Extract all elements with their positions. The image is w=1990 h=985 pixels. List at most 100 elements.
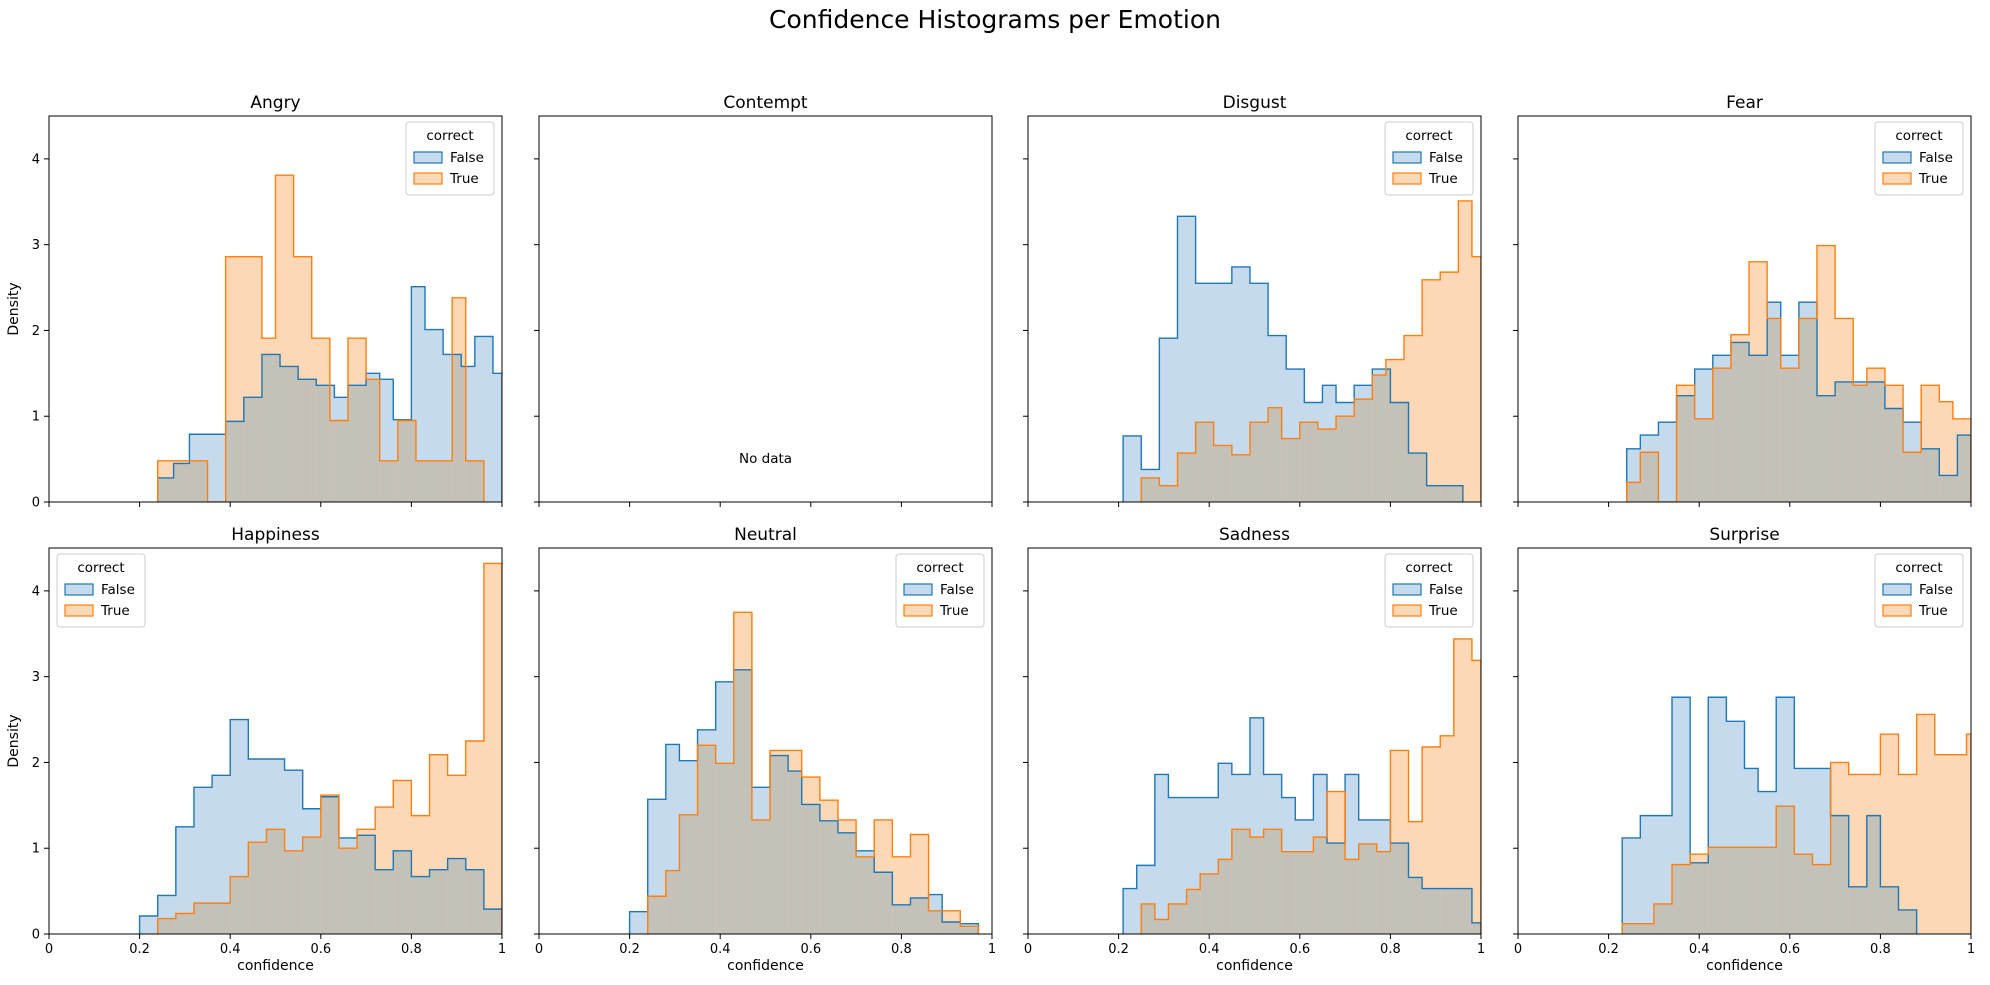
hist-overlap: [465, 869, 484, 934]
y-tick-label: 4: [32, 584, 40, 599]
legend-label-true: True: [100, 603, 130, 619]
panel-title: Neutral: [734, 525, 797, 545]
legend-label-false: False: [940, 582, 974, 598]
legend-title: correct: [1895, 560, 1942, 576]
hist-overlap: [1426, 485, 1441, 502]
hist-overlap: [1317, 429, 1323, 502]
hist-overlap: [1726, 847, 1745, 934]
hist-overlap: [1195, 422, 1214, 502]
legend-swatch-true: [1882, 172, 1912, 185]
hist-overlap: [1758, 847, 1777, 934]
legend-title: correct: [1405, 128, 1452, 144]
legend: correct False True: [1874, 553, 1964, 628]
x-tick-label: 0.6: [1289, 942, 1310, 957]
legend: correct False True: [1384, 553, 1474, 628]
hist-overlap: [393, 850, 412, 934]
x-tick-label: 1: [498, 942, 506, 957]
hist-overlap: [1640, 923, 1654, 934]
x-tick-label: 0.2: [129, 942, 150, 957]
x-tick-label: 1: [988, 942, 996, 957]
axes-frame: [48, 115, 503, 503]
hist-overlap: [1336, 416, 1355, 502]
hist-overlap: [1622, 923, 1641, 934]
hist-overlap: [284, 850, 303, 934]
hist-overlap: [1848, 886, 1867, 934]
hist-overlap: [819, 820, 838, 934]
legend-title: correct: [1405, 560, 1452, 576]
legend-label-true: True: [449, 171, 479, 187]
legend-label-true: True: [939, 603, 969, 619]
legend-swatch-true: [1882, 604, 1912, 617]
x-tick-label: 0: [535, 942, 543, 957]
hist-overlap: [357, 835, 376, 934]
legend-title: correct: [77, 560, 124, 576]
hist-overlap: [261, 354, 276, 502]
hist-line-true: [1140, 638, 1481, 934]
panel-sadness: Sadness 0 0.2 0.4 0.6 0.8 1 confidence correct Fa…: [1023, 525, 1485, 974]
hist-overlap: [443, 460, 453, 502]
hist-overlap: [1168, 903, 1187, 934]
hist-overlap: [411, 420, 416, 502]
hist-overlap: [424, 460, 444, 502]
panel-neutral: Neutral 0 0.2 0.4 0.6 0.8 1 confidence correct Fa…: [534, 525, 996, 974]
y-tick-label: 1: [32, 842, 40, 857]
hist-overlap: [311, 379, 317, 502]
hist-overlap: [447, 858, 466, 934]
plot-area: [628, 611, 980, 934]
panel-angry: Angry 0 1 2 3 4 Density correct False True: [6, 93, 503, 511]
hist-overlap: [1268, 407, 1282, 502]
legend-label-false: False: [1919, 150, 1953, 166]
hist-overlap: [665, 870, 680, 934]
hist-overlap: [157, 918, 176, 934]
legend-swatch-true: [64, 604, 94, 617]
legend-label-false: False: [1429, 582, 1463, 598]
hist-overlap: [266, 829, 285, 934]
x-axis-label: confidence: [237, 958, 314, 974]
hist-overlap: [1422, 453, 1427, 502]
hist-overlap: [1385, 369, 1391, 502]
hist-overlap: [1422, 888, 1441, 934]
axes-frame: [538, 115, 993, 503]
hist-line-false: [1122, 717, 1481, 934]
axes-frame: [1517, 115, 1972, 503]
hist-overlap: [1231, 829, 1250, 934]
hist-overlap: [1816, 395, 1836, 502]
hist-overlap: [679, 814, 698, 934]
hist-overlap: [1744, 847, 1759, 934]
y-axis-label: Density: [6, 714, 22, 767]
hist-overlap: [715, 763, 734, 934]
x-tick-label: 0.6: [800, 942, 821, 957]
hist-overlap: [1200, 873, 1219, 934]
hist-overlap: [1653, 903, 1673, 934]
hist-line-true: [1626, 244, 1971, 502]
hist-overlap: [230, 876, 249, 934]
legend-title: correct: [426, 128, 473, 144]
y-tick-label: 3: [32, 238, 40, 253]
hist-overlap: [316, 385, 330, 502]
hist-overlap: [175, 913, 194, 934]
hist-overlap: [298, 379, 312, 502]
y-tick-label: 0: [32, 928, 40, 943]
x-tick-label: 0.4: [220, 942, 241, 957]
hist-overlap: [928, 910, 943, 934]
hist-overlap: [1835, 381, 1854, 502]
hist-overlap: [1249, 422, 1269, 502]
hist-overlap: [334, 420, 348, 502]
x-tick-label: 0.6: [310, 942, 331, 957]
legend-label-false: False: [101, 582, 135, 598]
plot-area: [1621, 696, 1971, 934]
x-tick-label: 1: [1967, 942, 1975, 957]
hist-overlap: [1640, 452, 1659, 502]
hist-overlap: [1798, 318, 1817, 502]
hist-overlap: [892, 904, 911, 934]
panel-surprise: Surprise 0 0.2 0.4 0.6 0.8 1 confidence correct F…: [1513, 525, 1975, 974]
hist-overlap: [474, 460, 484, 502]
hist-overlap: [1676, 395, 1695, 502]
x-tick-label: 0.8: [1870, 942, 1891, 957]
panel-title: Angry: [250, 93, 300, 113]
legend-swatch-false: [1882, 151, 1912, 164]
plot-area: [1122, 200, 1481, 502]
hist-overlap: [320, 796, 339, 934]
x-tick-label: 0.8: [891, 942, 912, 957]
legend-swatch-false: [413, 151, 443, 164]
